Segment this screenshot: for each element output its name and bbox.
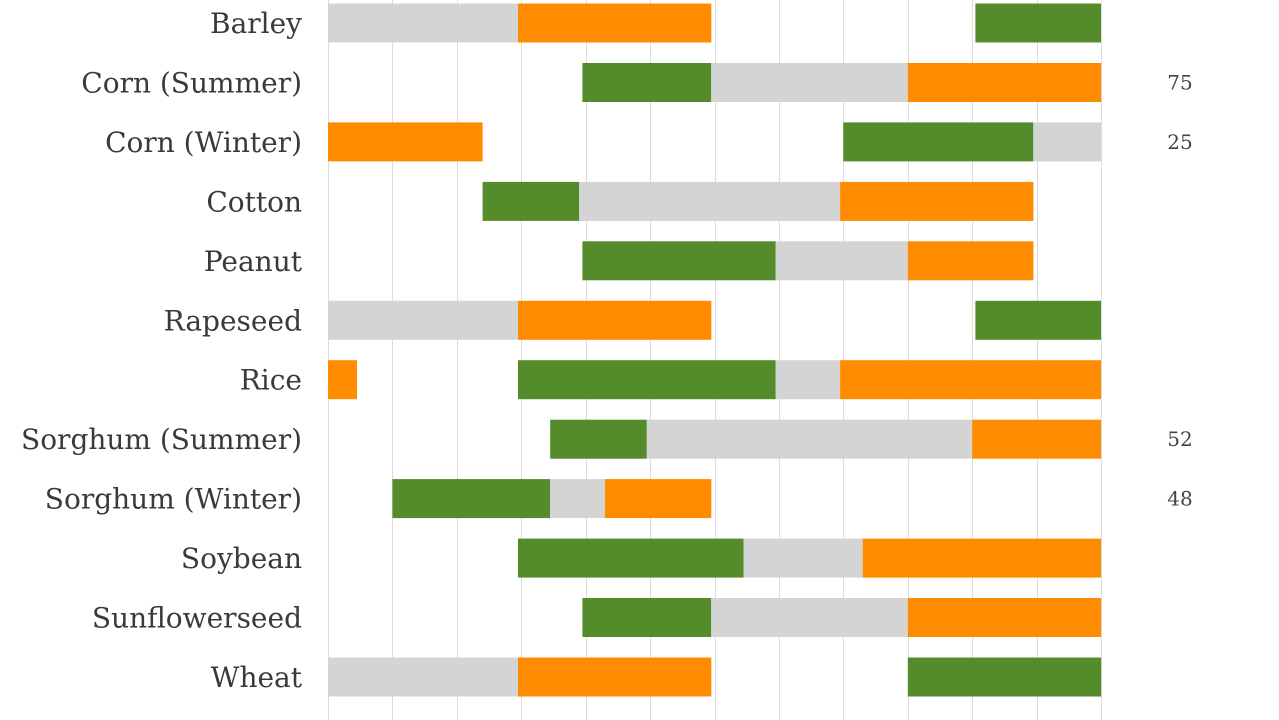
bar-segment-rice-orange <box>328 360 357 400</box>
bar-segment-corn-summer-orange <box>907 63 1102 102</box>
bar-segment-corn-summer-gray <box>711 63 908 102</box>
side-value-corn-winter: 25 <box>1167 130 1192 154</box>
bar-segment-wheat-green <box>907 657 1102 697</box>
bars <box>328 3 1102 697</box>
bar-segment-barley-gray <box>328 3 518 43</box>
category-label-peanut: Peanut <box>204 245 303 278</box>
bar-segment-sunflowerseed-orange <box>907 598 1102 637</box>
bar-segment-peanut-gray <box>775 241 908 281</box>
bar-segment-cotton-green <box>482 181 580 221</box>
bar-segment-soybean-gray <box>743 538 863 578</box>
side-value-sorghum-summer: 52 <box>1167 427 1192 451</box>
side-value-sorghum-winter: 48 <box>1167 487 1192 511</box>
category-label-sorghum-summer: Sorghum (Summer) <box>21 423 302 456</box>
category-label-barley: Barley <box>210 7 302 40</box>
bar-segment-wheat-gray <box>328 657 518 697</box>
bar-segment-rice-green <box>518 360 776 400</box>
bar-segment-peanut-green <box>582 241 776 281</box>
bar-segment-corn-winter-green <box>843 122 1034 162</box>
bar-segment-peanut-orange <box>907 241 1034 281</box>
bar-segment-barley-green <box>975 3 1101 43</box>
side-values: 75 25 52 48 <box>1167 71 1192 511</box>
bar-segment-barley-orange <box>518 3 712 43</box>
bar-segment-corn-winter-orange <box>328 122 483 162</box>
category-label-corn-summer: Corn (Summer) <box>81 67 302 100</box>
bar-segment-cotton-orange <box>840 181 1034 221</box>
category-label-corn-winter: Corn (Winter) <box>105 126 302 159</box>
bar-segment-sorghum-summer-green <box>550 419 647 459</box>
category-label-sunflowerseed: Sunflowerseed <box>92 602 302 635</box>
bar-segment-rapeseed-green <box>975 300 1101 340</box>
bar-segment-sunflowerseed-gray <box>711 598 908 637</box>
bar-segment-rice-gray <box>775 360 841 400</box>
category-label-rice: Rice <box>240 364 302 397</box>
bar-segment-rapeseed-gray <box>328 300 518 340</box>
bar-segment-sorghum-winter-gray <box>550 479 605 519</box>
category-label-sorghum-winter: Sorghum (Winter) <box>45 483 302 516</box>
bar-segment-sorghum-winter-green <box>392 479 551 519</box>
category-label-cotton: Cotton <box>206 185 302 218</box>
bar-segment-wheat-orange <box>518 657 712 697</box>
bar-segment-sorghum-winter-orange <box>605 479 712 519</box>
bar-segment-soybean-green <box>518 538 744 578</box>
bar-segment-corn-winter-gray <box>1033 122 1101 162</box>
category-labels: Barley Corn (Summer) Corn (Winter) Cotton Pe… <box>21 7 303 694</box>
category-label-soybean: Soybean <box>181 542 302 575</box>
bar-segment-sunflowerseed-green <box>582 598 712 637</box>
bar-segment-sorghum-summer-gray <box>646 419 973 459</box>
category-label-wheat: Wheat <box>211 661 303 694</box>
side-value-corn-summer: 75 <box>1167 71 1192 95</box>
bar-segment-cotton-gray <box>579 181 841 221</box>
category-label-rapeseed: Rapeseed <box>164 304 302 337</box>
bar-segment-soybean-orange <box>862 538 1101 578</box>
bar-segment-rice-orange <box>840 360 1101 400</box>
bar-segment-rapeseed-orange <box>518 300 712 340</box>
bar-segment-corn-summer-green <box>582 63 712 102</box>
bar-segment-sorghum-summer-orange <box>972 419 1101 459</box>
